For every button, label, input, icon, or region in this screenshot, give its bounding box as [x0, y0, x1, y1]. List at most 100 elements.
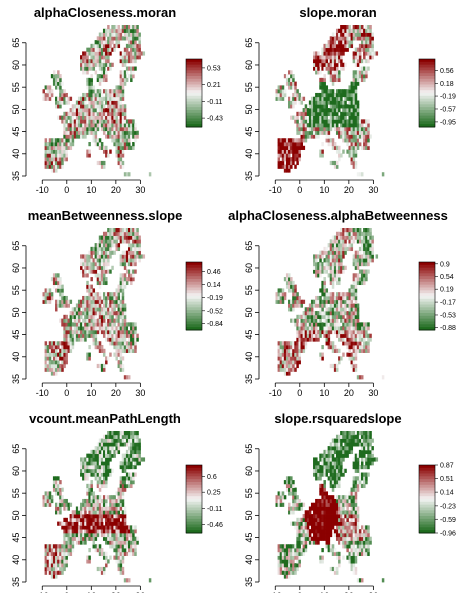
heatmap-cell: [122, 288, 124, 292]
heatmap-cell: [338, 559, 340, 563]
heatmap-cell: [134, 349, 136, 353]
heatmap-cell: [298, 544, 300, 548]
heatmap-cell: [124, 108, 126, 112]
heatmap-cell: [122, 556, 124, 560]
heatmap-cell: [143, 51, 145, 55]
heatmap-cell: [351, 300, 353, 304]
heatmap-cell: [138, 247, 140, 251]
heatmap-cell: [371, 236, 373, 240]
heatmap-cell: [332, 525, 334, 529]
heatmap-cell: [111, 446, 113, 450]
heatmap-cell: [288, 168, 290, 172]
heatmap-cell: [65, 150, 67, 154]
heatmap-cell: [93, 67, 95, 71]
heatmap-cell: [65, 556, 67, 560]
heatmap-cell: [338, 281, 340, 285]
heatmap-cell: [301, 142, 303, 146]
heatmap-cell: [344, 63, 346, 67]
heatmap-cell: [122, 571, 124, 575]
heatmap-cell: [338, 108, 340, 112]
heatmap-cell: [128, 138, 130, 142]
heatmap-cell: [134, 59, 136, 63]
heatmap-cell: [332, 292, 334, 296]
heatmap-cell: [65, 563, 67, 567]
heatmap-cell: [88, 548, 90, 552]
heatmap-cell: [284, 292, 286, 296]
heatmap-cell: [296, 89, 298, 93]
heatmap-cell: [101, 142, 103, 146]
heatmap-cell: [338, 273, 340, 277]
heatmap-cell: [334, 142, 336, 146]
heatmap-cell: [90, 484, 92, 488]
heatmap-cell: [122, 356, 124, 360]
heatmap-cell: [115, 239, 117, 243]
heatmap-cell: [338, 157, 340, 161]
colorbar-label: 0.18: [440, 81, 454, 88]
heatmap-cell: [134, 262, 136, 266]
colorbar-segment: [419, 307, 435, 310]
heatmap-cell: [101, 345, 103, 349]
heatmap-cell: [305, 345, 307, 349]
heatmap-cell: [351, 40, 353, 44]
heatmap-cell: [122, 499, 124, 503]
heatmap-cell: [103, 131, 105, 135]
y-tick-label: 50: [244, 307, 254, 317]
heatmap-cell: [298, 563, 300, 567]
heatmap-cell: [111, 469, 113, 473]
heatmap-cell: [282, 97, 284, 101]
heatmap-cell: [357, 266, 359, 270]
heatmap-cell: [109, 51, 111, 55]
heatmap-cell: [65, 559, 67, 563]
heatmap-cell: [86, 281, 88, 285]
colorbar-segment: [186, 324, 202, 327]
heatmap-cell: [371, 33, 373, 37]
y-tick-label: 40: [244, 352, 254, 362]
heatmap-cell: [132, 476, 134, 480]
colorbar-label: -0.57: [440, 106, 456, 113]
heatmap-cell: [72, 544, 74, 548]
heatmap-cell: [99, 138, 101, 142]
heatmap-cell: [47, 349, 49, 353]
colorbar-segment: [419, 121, 435, 124]
heatmap-cell: [336, 319, 338, 323]
heatmap-cell: [55, 574, 57, 578]
heatmap-cell: [107, 153, 109, 157]
heatmap-cell: [134, 529, 136, 533]
heatmap-cell: [305, 341, 307, 345]
heatmap-cell: [323, 78, 325, 82]
heatmap-cell: [369, 25, 371, 29]
heatmap-cell: [105, 484, 107, 488]
heatmap-cell: [357, 146, 359, 150]
colorbar-label: -0.53: [440, 312, 456, 319]
heatmap-cell: [99, 495, 101, 499]
heatmap-cell: [359, 55, 361, 59]
heatmap-cells: [276, 431, 385, 582]
heatmap-cell: [124, 507, 126, 511]
heatmap-cell: [118, 40, 120, 44]
heatmap-cell: [124, 548, 126, 552]
heatmap-cell: [86, 55, 88, 59]
heatmap-cell: [357, 104, 359, 108]
heatmap-cell: [363, 55, 365, 59]
heatmap-cell: [336, 571, 338, 575]
heatmap-cell: [65, 153, 67, 157]
colorbar-segment: [186, 70, 202, 73]
heatmap-cell: [107, 461, 109, 465]
heatmap-cell: [323, 74, 325, 78]
heatmap-cell: [118, 247, 120, 251]
heatmap-cell: [340, 258, 342, 262]
heatmap-cells: [43, 25, 152, 176]
heatmap-cell: [332, 285, 334, 289]
heatmap-cell: [120, 563, 122, 567]
heatmap-cell: [134, 465, 136, 469]
heatmap-cell: [292, 78, 294, 82]
heatmap-cell: [113, 322, 115, 326]
colorbar-segment: [186, 468, 202, 471]
heatmap-cell: [120, 101, 122, 105]
heatmap-cell: [138, 36, 140, 40]
heatmap-cell: [330, 330, 332, 334]
heatmap-cell: [288, 153, 290, 157]
heatmap-cell: [103, 161, 105, 165]
heatmap-cell: [124, 285, 126, 289]
